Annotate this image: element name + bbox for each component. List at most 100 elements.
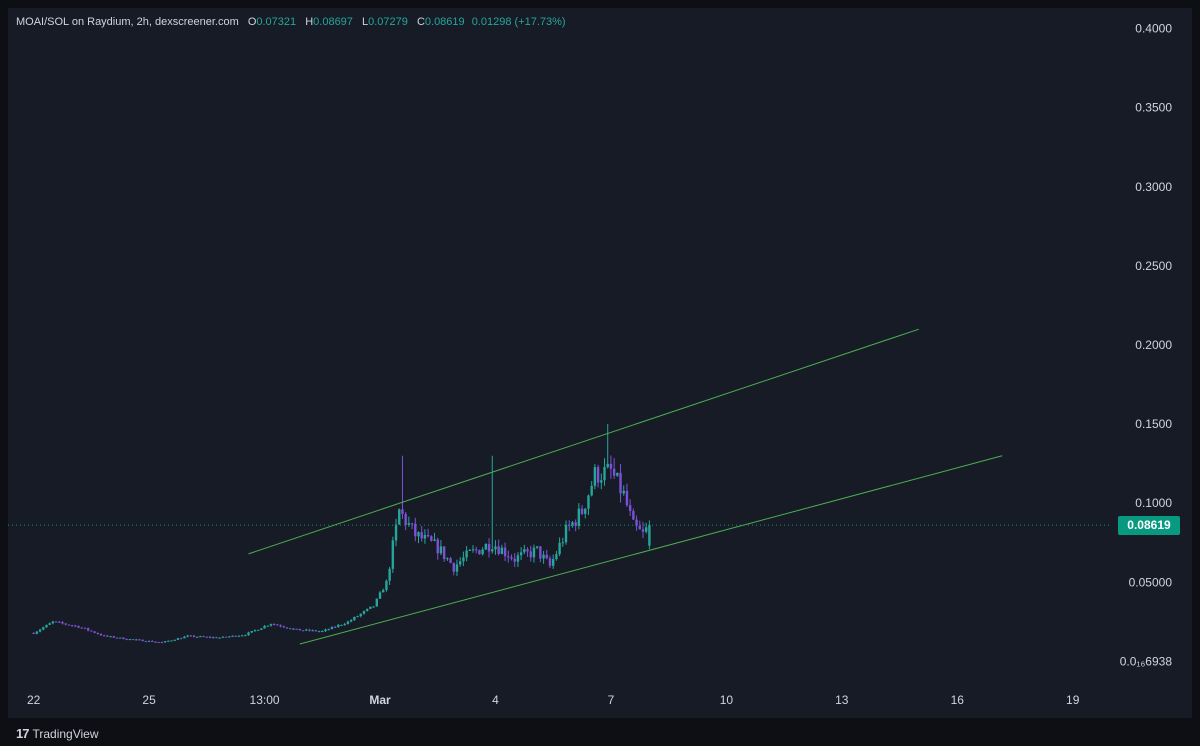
price-tick-label: 0.3500 (1135, 101, 1172, 115)
candle-body (38, 629, 42, 632)
candle-body (298, 628, 302, 631)
candle-body (231, 635, 234, 637)
candle-body (106, 635, 109, 637)
candle-body (192, 635, 196, 637)
candle-body (266, 625, 269, 627)
price-tick-label: 0.2500 (1135, 259, 1172, 273)
candle-body (234, 635, 237, 637)
trend-channel-line[interactable] (299, 455, 1003, 645)
candle-body (42, 627, 45, 630)
legend-title: MOAI/SOL on Raydium, 2h, dexscreener.com (16, 16, 239, 28)
candle-body (173, 639, 176, 641)
candle-body (70, 625, 74, 627)
price-axis[interactable]: 0.4000 0.3500 0.3000 0.2500 0.2000 0.1500 0.10… (1120, 22, 1173, 669)
candle-body (446, 558, 449, 560)
candle-body (497, 546, 500, 554)
candle-body (452, 562, 455, 572)
price-tick-label: 0.05000 (1129, 575, 1173, 589)
candle-body (163, 641, 167, 643)
candle-body (125, 639, 128, 641)
candle-body (167, 640, 170, 642)
candle-body (535, 546, 539, 548)
candle-body (632, 510, 635, 520)
price-tick-label: 0.1000 (1135, 496, 1172, 510)
candle-body (558, 542, 561, 555)
candle-body (494, 546, 497, 550)
candle-body (212, 637, 215, 639)
candle-body (131, 639, 135, 641)
candle-body (77, 625, 80, 628)
candle-body (343, 623, 346, 625)
chart-panel[interactable]: 0.4000 0.3500 0.3000 0.2500 0.2000 0.1500 0.10… (8, 8, 1192, 746)
candle-body (224, 636, 228, 638)
candle-body (507, 556, 510, 558)
candle-body (349, 620, 353, 622)
candle-body (596, 467, 600, 483)
candle-body (545, 554, 548, 559)
candle-body (568, 524, 571, 526)
candle-body (644, 527, 648, 532)
time-tick-label: 4 (492, 693, 499, 707)
candle-body (96, 632, 99, 635)
candle-body (128, 639, 132, 641)
tradingview-logo[interactable]: 17 TradingView (16, 726, 99, 741)
candle-body (276, 624, 279, 626)
time-tick-label: 13 (835, 693, 849, 707)
candle-body (228, 636, 231, 638)
legend-high-value: 0.08697 (313, 16, 353, 28)
candle-body (279, 625, 282, 627)
candle-body (67, 624, 71, 626)
price-chart[interactable]: 0.4000 0.3500 0.3000 0.2500 0.2000 0.1500 0.10… (8, 8, 1192, 746)
candle-body (115, 637, 119, 639)
candle-body (539, 546, 542, 559)
candle-body (151, 640, 154, 642)
candle-body (285, 627, 289, 629)
candle-body (333, 626, 337, 628)
candle-body (61, 622, 64, 624)
candle-body (90, 630, 93, 632)
candle-body (263, 626, 266, 629)
candle-body (638, 525, 641, 530)
candle-body (449, 558, 452, 563)
candle-body (577, 508, 581, 526)
candle-body (414, 523, 417, 537)
candle-body (221, 636, 225, 638)
candle-body (74, 625, 77, 627)
candle-body (475, 549, 478, 551)
candle-body (179, 638, 183, 640)
trend-channel-line[interactable] (248, 328, 919, 555)
candle-body (346, 621, 350, 624)
time-axis[interactable]: 22 25 13:00 Mar 4 7 10 13 16 19 (27, 693, 1080, 707)
candle-body (401, 509, 404, 514)
candle-body (516, 555, 520, 562)
candle-body (314, 630, 318, 632)
candle-body (398, 509, 401, 525)
time-tick-label: Mar (369, 693, 391, 707)
candle-body (635, 519, 638, 526)
candle-body (35, 631, 39, 634)
price-tick-label: 0.3000 (1135, 180, 1172, 194)
legend-open-value: 0.07321 (256, 16, 297, 28)
candle-body (183, 636, 186, 639)
candle-body (430, 536, 433, 541)
candle-body (519, 552, 523, 556)
legend-close-label: C (416, 16, 425, 28)
candle-body (144, 641, 148, 643)
candle-body (382, 589, 385, 593)
channel-layer (248, 328, 1003, 645)
candle-body (93, 631, 96, 633)
candle-body (491, 549, 494, 552)
candle-body (529, 551, 532, 558)
candle-body (523, 549, 526, 553)
candle-body (135, 639, 138, 641)
candle-body (555, 554, 558, 560)
candle-body (256, 629, 260, 631)
candle-body (471, 549, 475, 551)
candle-body (327, 629, 330, 631)
candle-body (407, 523, 411, 525)
candle-body (295, 628, 298, 630)
candle-body (420, 532, 423, 539)
candle-body (478, 550, 481, 555)
candle-body (244, 635, 247, 637)
candle-body (138, 639, 141, 641)
